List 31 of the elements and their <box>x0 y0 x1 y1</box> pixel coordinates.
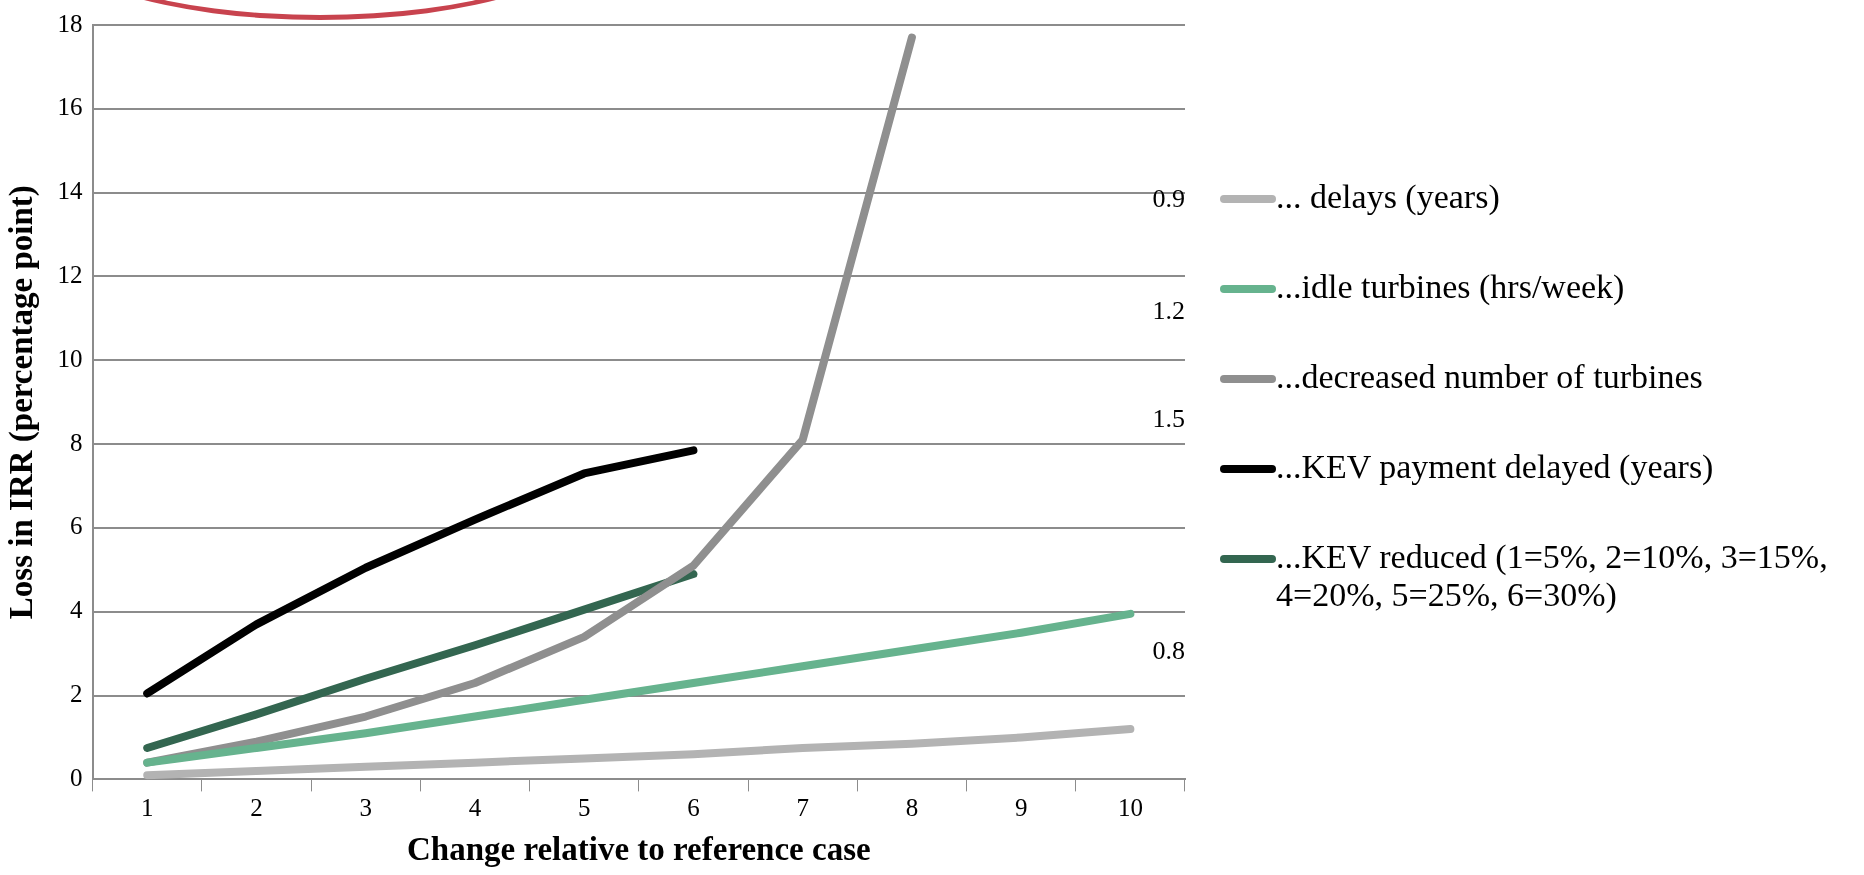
y-tick-label: 2 <box>70 680 83 708</box>
y-tick-label: 10 <box>57 344 83 372</box>
legend-label: ...KEV payment delayed (years) <box>1276 448 1714 486</box>
x-tick-label: 1 <box>140 793 154 821</box>
y-tick-label: 4 <box>70 596 84 624</box>
x-tick-label: 6 <box>687 793 700 821</box>
y-tick-label: 6 <box>70 512 83 540</box>
x-tick-label: 7 <box>796 793 809 821</box>
x-tick-label: 2 <box>250 793 263 821</box>
legend-label: ...decreased number of turbines <box>1276 358 1703 396</box>
y-tick-label: 16 <box>57 93 83 121</box>
x-tick-label: 9 <box>1014 793 1028 821</box>
annotation: 1.5 <box>1152 403 1185 433</box>
legend-label: ...KEV reduced (1=5%, 2=10%, 3=15%, 4=20%, 5=25%, 6=30%) <box>1276 538 1829 614</box>
y-tick-label: 18 <box>57 9 83 37</box>
x-tick-label: 5 <box>577 793 591 821</box>
x-tick-label: 8 <box>905 793 919 821</box>
x-tick-label: 4 <box>468 793 482 821</box>
y-tick-label: 8 <box>70 428 83 456</box>
legend-label: ...idle turbines (hrs/week) <box>1276 268 1625 306</box>
x-axis-title: Change relative to reference case <box>406 830 871 867</box>
y-tick-label: 14 <box>57 177 84 205</box>
y-tick-label: 0 <box>70 763 83 791</box>
y-tick-label: 12 <box>57 261 83 289</box>
x-tick-label: 10 <box>1117 793 1143 821</box>
annotation: 1.2 <box>1152 295 1185 325</box>
x-tick-label: 3 <box>359 793 372 821</box>
annotation: 0.9 <box>1152 183 1185 213</box>
legend-label: ... delays (years) <box>1276 178 1500 216</box>
y-axis-title: Loss in IRR (percentage point) <box>3 185 41 620</box>
annotation: 0.8 <box>1152 635 1185 665</box>
